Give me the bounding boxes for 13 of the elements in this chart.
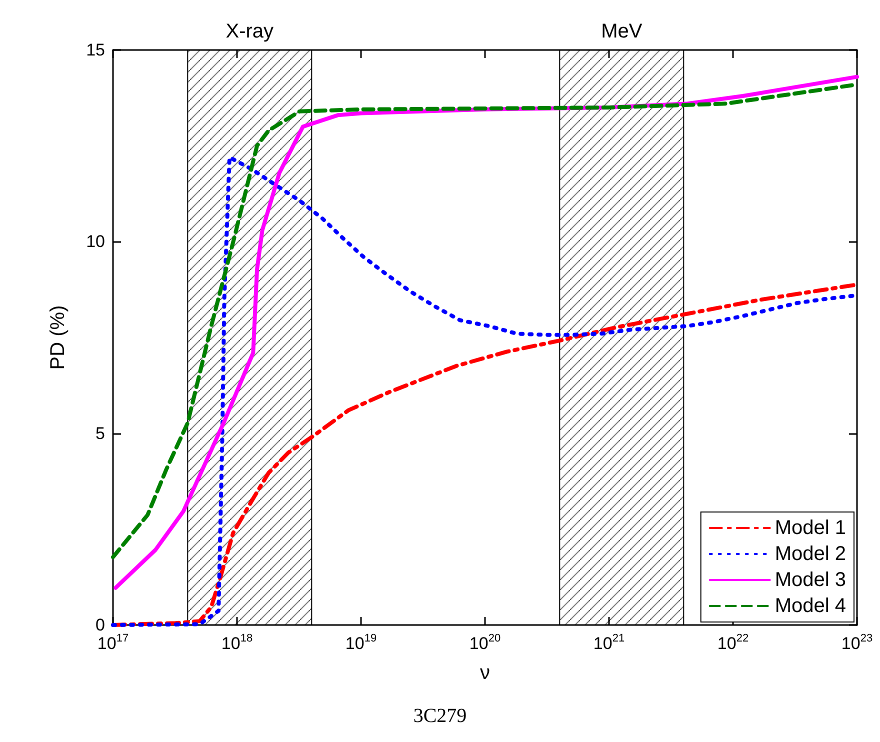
- y-tick-label: 5: [96, 424, 105, 443]
- legend-label: Model 3: [774, 569, 846, 591]
- band-label: MeV: [601, 20, 643, 42]
- x-axis-title: ν: [480, 662, 490, 684]
- y-axis-title: PD (%): [47, 305, 69, 370]
- band-label: X-ray: [226, 20, 274, 42]
- legend-label: Model 2: [774, 543, 846, 565]
- y-tick-label: 10: [86, 232, 105, 252]
- legend-label: Model 1: [774, 517, 846, 539]
- y-tick-label: 15: [86, 40, 105, 60]
- y-tick-label: 0: [96, 616, 105, 634]
- text: 3C279: [413, 705, 467, 727]
- legend-label: Model 4: [774, 595, 846, 617]
